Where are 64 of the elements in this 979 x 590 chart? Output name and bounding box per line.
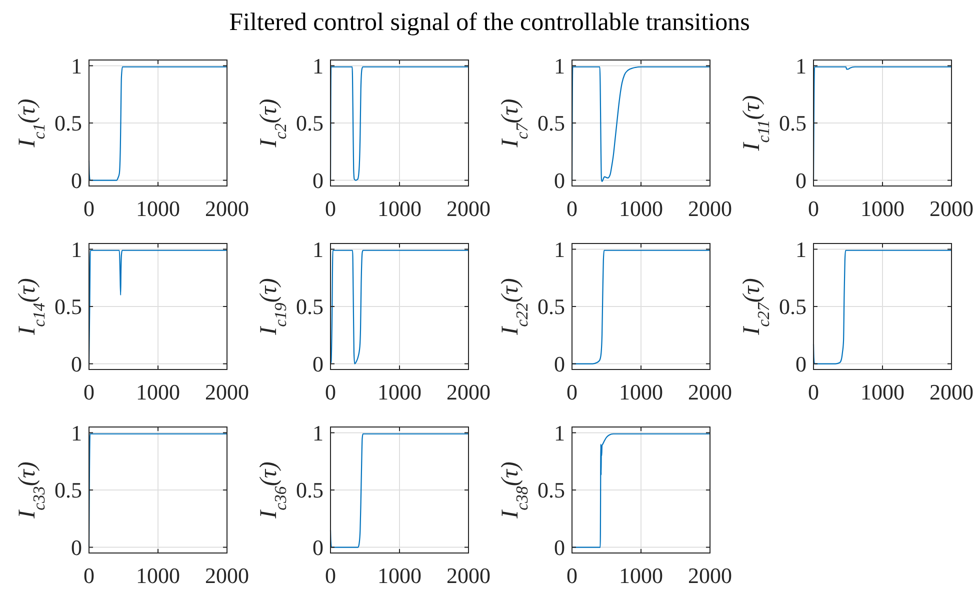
- y-tick-label: 1: [71, 420, 82, 446]
- y-tick-label: 1: [71, 53, 82, 78]
- y-tick-label: 0.5: [779, 110, 806, 136]
- y-tick-label: 1: [796, 53, 806, 78]
- x-tick-label: 2000: [446, 563, 490, 588]
- y-tick-label: 0.5: [296, 478, 324, 503]
- line-series: [812, 250, 952, 364]
- x-tick-label: 1000: [860, 196, 904, 221]
- y-tick-label: 1: [312, 53, 324, 78]
- y-tick-label: 0.5: [54, 110, 82, 136]
- x-tick-label: 1000: [619, 380, 663, 404]
- line-series: [88, 66, 228, 181]
- y-tick-label: 0: [71, 168, 82, 193]
- y-tick-label: 1: [796, 236, 806, 262]
- x-tick-label: 2000: [930, 196, 974, 221]
- y-tick-label: 1: [554, 420, 565, 446]
- line-series: [330, 66, 470, 181]
- x-tick-label: 1000: [378, 196, 422, 221]
- line-series: [330, 250, 470, 364]
- y-tick-label: 0: [554, 168, 565, 193]
- y-tick-label: 0: [554, 534, 565, 560]
- x-tick-label: 2000: [688, 380, 732, 404]
- line-series: [571, 250, 711, 364]
- y-tick-label: 0: [312, 168, 324, 193]
- y-tick-label: 0: [312, 534, 324, 560]
- y-tick-label: 0: [71, 351, 82, 376]
- x-tick-label: 1000: [378, 380, 422, 404]
- y-tick-label: 0: [71, 534, 82, 560]
- y-tick-label: 0.5: [296, 294, 324, 320]
- y-tick-label: 0.5: [296, 110, 324, 136]
- line-series: [330, 433, 470, 548]
- y-tick-label: 0: [554, 351, 565, 376]
- y-tick-label: 1: [312, 420, 324, 446]
- x-tick-label: 1000: [619, 563, 663, 588]
- y-tick-label: 1: [554, 53, 565, 78]
- x-tick-label: 2000: [688, 563, 732, 588]
- y-tick-label: 0.5: [54, 478, 82, 503]
- x-tick-label: 2000: [205, 380, 249, 404]
- line-series: [571, 66, 711, 182]
- x-tick-label: 2000: [446, 380, 490, 404]
- y-tick-label: 0.5: [538, 294, 565, 320]
- x-tick-label: 1000: [136, 196, 180, 221]
- x-tick-label: 2000: [205, 196, 249, 221]
- y-tick-label: 0.5: [779, 294, 806, 320]
- x-tick-label: 1000: [619, 196, 663, 221]
- y-tick-label: 0: [796, 168, 806, 193]
- x-tick-label: 1000: [378, 563, 422, 588]
- y-tick-label: 0.5: [538, 110, 565, 136]
- y-tick-label: 1: [71, 236, 82, 262]
- x-tick-label: 2000: [446, 196, 490, 221]
- x-tick-label: 1000: [860, 380, 904, 404]
- text: Filtered control signal of the controllable transitions: [229, 9, 750, 36]
- x-tick-label: 1000: [136, 563, 180, 588]
- y-tick-label: 1: [312, 236, 324, 262]
- x-tick-label: 1000: [136, 380, 180, 404]
- line-series: [571, 433, 711, 548]
- x-tick-label: 2000: [205, 563, 249, 588]
- y-tick-label: 0.5: [54, 294, 82, 320]
- y-tick-label: 0: [796, 351, 806, 376]
- y-tick-label: 0.5: [538, 478, 565, 503]
- x-tick-label: 2000: [688, 196, 732, 221]
- y-tick-label: 0: [312, 351, 324, 376]
- x-tick-label: 2000: [930, 380, 974, 404]
- y-tick-label: 1: [554, 236, 565, 262]
